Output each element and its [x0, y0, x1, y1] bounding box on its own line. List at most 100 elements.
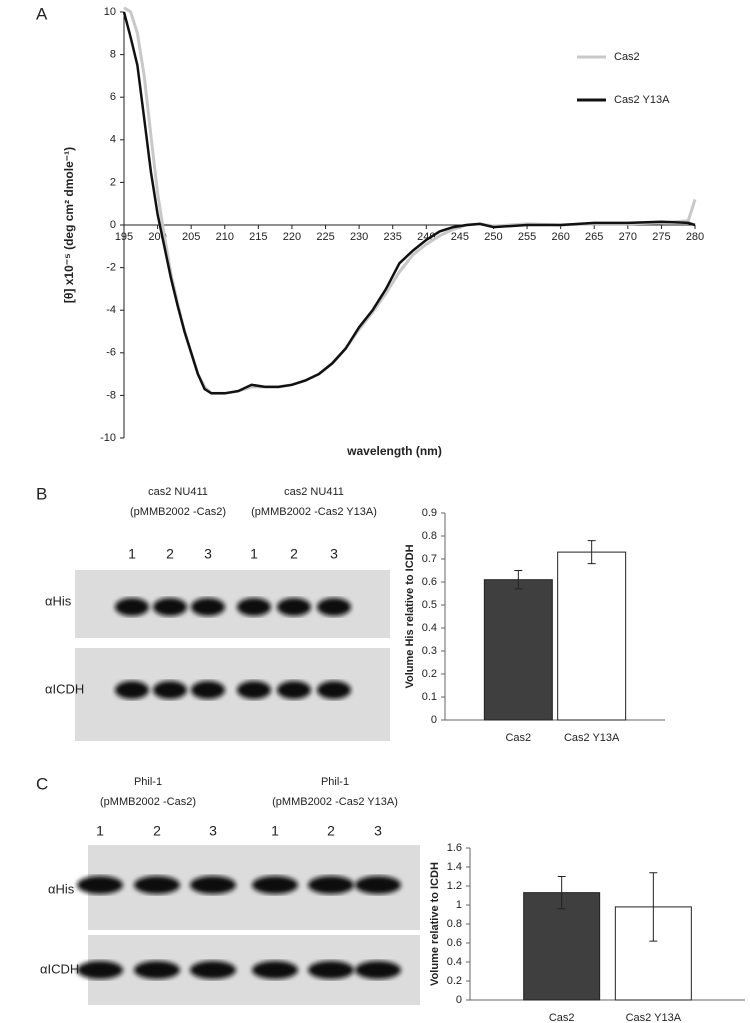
group-label: (pMMB2002 -Cas2) — [100, 796, 196, 808]
bar — [557, 551, 627, 721]
y-tick-label: 0.9 — [422, 507, 437, 519]
x-tick-label: 250 — [484, 231, 502, 243]
y-tick-label: 8 — [110, 49, 116, 61]
data-line — [123, 6, 697, 395]
x-tick-label: Cas2 Y13A — [564, 732, 620, 744]
lane-label: 3 — [330, 546, 338, 562]
x-axis-label: wavelength (nm) — [346, 444, 442, 458]
x-tick-label: 215 — [249, 231, 267, 243]
blot-band — [355, 876, 401, 894]
x-tick-label: 220 — [283, 231, 301, 243]
legend-label: Cas2 Y13A — [614, 94, 670, 106]
blot-band — [153, 681, 187, 699]
group-label: (pMMB2002 -Cas2 Y13A) — [251, 506, 377, 518]
y-tick-label: 0.2 — [422, 668, 437, 680]
y-tick-label: 0 — [431, 714, 437, 726]
blot-band — [191, 598, 225, 616]
group-label: (pMMB2002 -Cas2 Y13A) — [272, 796, 398, 808]
error-bar — [587, 540, 596, 565]
blot-band — [317, 598, 351, 616]
y-tick-label: 0.2 — [447, 975, 462, 987]
blot-band — [252, 961, 298, 979]
blot-band — [77, 876, 123, 894]
y-tick-label: -6 — [106, 347, 116, 359]
error-bar — [649, 872, 658, 942]
x-tick-label: 235 — [384, 231, 402, 243]
row-label: αICDH — [45, 681, 84, 696]
x-tick-label: 280 — [686, 231, 704, 243]
group-label: (pMMB2002 -Cas2) — [130, 506, 226, 518]
blot-band — [153, 598, 187, 616]
lane-label: 2 — [290, 546, 298, 562]
y-tick-label: 0.5 — [422, 599, 437, 611]
lane-label: 3 — [374, 823, 382, 839]
x-tick-label: 230 — [350, 231, 368, 243]
lane-label: 1 — [271, 823, 279, 839]
x-tick-label: 225 — [316, 231, 334, 243]
blot-band — [252, 876, 298, 894]
x-tick-label: 255 — [518, 231, 536, 243]
row-label: αHis — [45, 593, 72, 608]
y-tick-label: 0.4 — [422, 622, 437, 634]
y-tick-label: 2 — [110, 176, 116, 188]
y-tick-label: 0.7 — [422, 553, 437, 565]
y-tick-label: 0.4 — [447, 956, 462, 968]
group-label: cas2 NU411 — [284, 486, 344, 498]
lane-label: 1 — [96, 823, 104, 839]
lane-label: 1 — [250, 546, 258, 562]
blot-band — [190, 876, 236, 894]
blot-band — [115, 598, 149, 616]
blot-band — [134, 961, 180, 979]
blot-band — [308, 876, 354, 894]
x-tick-label: Cas2 — [505, 732, 531, 744]
group-label: Phil-1 — [321, 776, 349, 788]
y-tick-label: 1 — [456, 899, 462, 911]
x-tick-label: 205 — [182, 231, 200, 243]
y-tick-label: 0.6 — [447, 937, 462, 949]
blot-band — [317, 681, 351, 699]
lane-label: 2 — [166, 546, 174, 562]
y-tick-label: -2 — [106, 262, 116, 274]
lane-label: 2 — [153, 823, 161, 839]
blot-band — [190, 961, 236, 979]
y-tick-label: 1.6 — [447, 842, 462, 854]
blot-band — [277, 681, 311, 699]
blot-band — [115, 681, 149, 699]
x-tick-label: Cas2 — [549, 1012, 575, 1023]
y-tick-label: 0 — [110, 219, 116, 231]
y-tick-label: 0.6 — [422, 576, 437, 588]
lane-label: 1 — [128, 546, 136, 562]
blot-band — [191, 681, 225, 699]
y-tick-label: 0.8 — [447, 918, 462, 930]
y-tick-label: 0.8 — [422, 530, 437, 542]
y-axis-label: Volume relative to ICDH — [429, 862, 441, 986]
blot-band — [134, 876, 180, 894]
error-bar — [557, 876, 566, 910]
lane-label: 2 — [327, 823, 335, 839]
blot-band — [277, 598, 311, 616]
x-tick-label: Cas2 Y13A — [626, 1012, 682, 1023]
y-tick-label: 1.2 — [447, 880, 462, 892]
blot-band — [308, 961, 354, 979]
blot-band — [355, 961, 401, 979]
blot-band — [77, 961, 123, 979]
y-axis-label: [θ] x10⁻⁵ (deg cm² dmole⁻¹) — [62, 147, 76, 303]
bar — [523, 892, 601, 1001]
group-label: cas2 NU411 — [148, 486, 208, 498]
y-tick-label: -8 — [106, 389, 116, 401]
lane-label: 3 — [204, 546, 212, 562]
x-tick-label: 265 — [585, 231, 603, 243]
y-tick-label: 10 — [104, 6, 116, 18]
row-label: αICDH — [40, 961, 79, 976]
y-tick-label: 0.3 — [422, 645, 437, 657]
x-tick-label: 275 — [652, 231, 670, 243]
data-line — [122, 11, 696, 395]
x-tick-label: 270 — [619, 231, 637, 243]
group-label: Phil-1 — [134, 776, 162, 788]
legend-label: Cas2 — [614, 51, 640, 63]
panel-label: A — [36, 4, 48, 23]
x-tick-label: 260 — [551, 231, 569, 243]
y-tick-label: 1.4 — [447, 861, 462, 873]
y-tick-label: 4 — [110, 134, 116, 146]
